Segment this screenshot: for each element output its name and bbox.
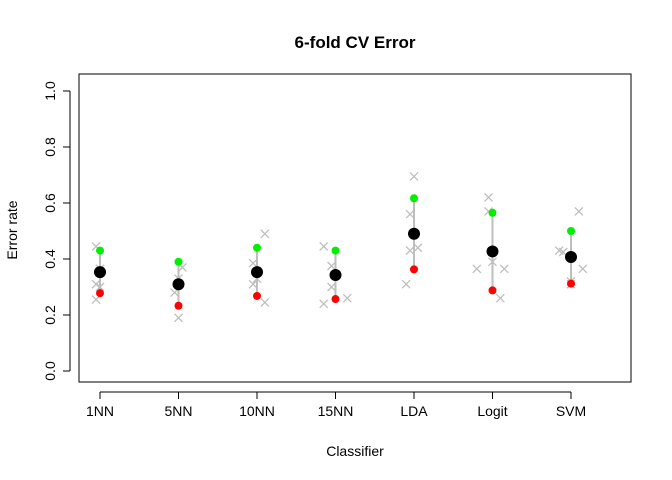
- classifier-group: [319, 241, 352, 309]
- fold-error-marker: [327, 261, 337, 271]
- fold-error-marker: [260, 297, 270, 307]
- fold-error-marker: [413, 243, 423, 253]
- max-error-point: [488, 208, 497, 217]
- fold-error-marker: [472, 264, 482, 274]
- chart-title: 6-fold CV Error: [295, 33, 416, 52]
- x-tick-label: Logit: [477, 403, 507, 419]
- fold-error-marker: [401, 279, 411, 289]
- mean-error-point: [565, 251, 577, 264]
- fold-error-marker: [91, 279, 101, 289]
- max-error-point: [410, 194, 418, 203]
- mean-error-point: [172, 278, 185, 291]
- max-error-point: [96, 246, 104, 255]
- y-tick-label: 0.2: [42, 305, 58, 325]
- mean-error-point: [486, 245, 499, 258]
- min-error-point: [96, 289, 104, 298]
- fold-error-marker: [319, 241, 329, 251]
- fold-error-marker: [342, 293, 352, 303]
- classifier-group: [401, 171, 423, 289]
- fold-error-marker: [574, 206, 584, 216]
- y-tick-label: 0.8: [42, 137, 58, 157]
- classifier-group: [170, 257, 187, 323]
- x-tick-label: SVM: [556, 403, 586, 419]
- min-error-point: [331, 295, 340, 304]
- x-tick-label: LDA: [400, 403, 428, 419]
- data-marks: [91, 171, 588, 323]
- fold-error-marker: [405, 246, 415, 256]
- fold-error-marker: [405, 209, 415, 219]
- y-axis: 0.0 0.2 0.4 0.6 0.8 1.0: [42, 81, 71, 381]
- fold-error-marker: [174, 313, 183, 323]
- mean-error-point: [408, 227, 420, 240]
- max-error-point: [174, 257, 183, 266]
- max-error-point: [253, 243, 261, 252]
- x-tick-label: 1NN: [86, 403, 114, 419]
- min-error-point: [488, 286, 497, 295]
- mean-error-point: [251, 266, 263, 279]
- fold-error-marker: [409, 171, 419, 181]
- min-error-point: [253, 291, 261, 300]
- classifier-group: [248, 229, 270, 307]
- mean-error-point: [94, 266, 106, 279]
- x-tick-label: 15NN: [318, 403, 354, 419]
- fold-error-marker: [499, 264, 509, 274]
- y-tick-label: 0.6: [42, 193, 58, 213]
- fold-error-marker: [484, 192, 494, 202]
- fold-error-marker: [248, 279, 258, 289]
- x-axis-label: Classifier: [326, 443, 384, 459]
- min-error-point: [174, 301, 183, 310]
- fold-error-marker: [260, 229, 270, 239]
- x-axis: 1NN 5NN 10NN 15NN LDA Logit SVM: [86, 391, 586, 419]
- y-tick-label: 0.4: [42, 249, 58, 269]
- y-axis-label: Error rate: [4, 200, 20, 259]
- fold-error-marker: [248, 258, 258, 268]
- min-error-point: [567, 279, 575, 288]
- x-tick-label: 5NN: [164, 403, 192, 419]
- classifier-group: [91, 241, 106, 305]
- max-error-point: [567, 227, 575, 235]
- plot-frame: [78, 73, 632, 383]
- fold-error-marker: [578, 264, 588, 274]
- fold-error-marker: [495, 293, 505, 303]
- classifier-group: [554, 206, 588, 289]
- max-error-point: [331, 246, 340, 255]
- mean-error-point: [329, 268, 342, 281]
- fold-error-marker: [319, 299, 329, 309]
- fold-error-marker: [327, 282, 337, 292]
- min-error-point: [410, 265, 418, 274]
- classifier-group: [472, 192, 509, 303]
- y-tick-label: 1.0: [42, 81, 58, 101]
- y-tick-label: 0.0: [42, 361, 58, 381]
- x-tick-label: 10NN: [239, 403, 275, 419]
